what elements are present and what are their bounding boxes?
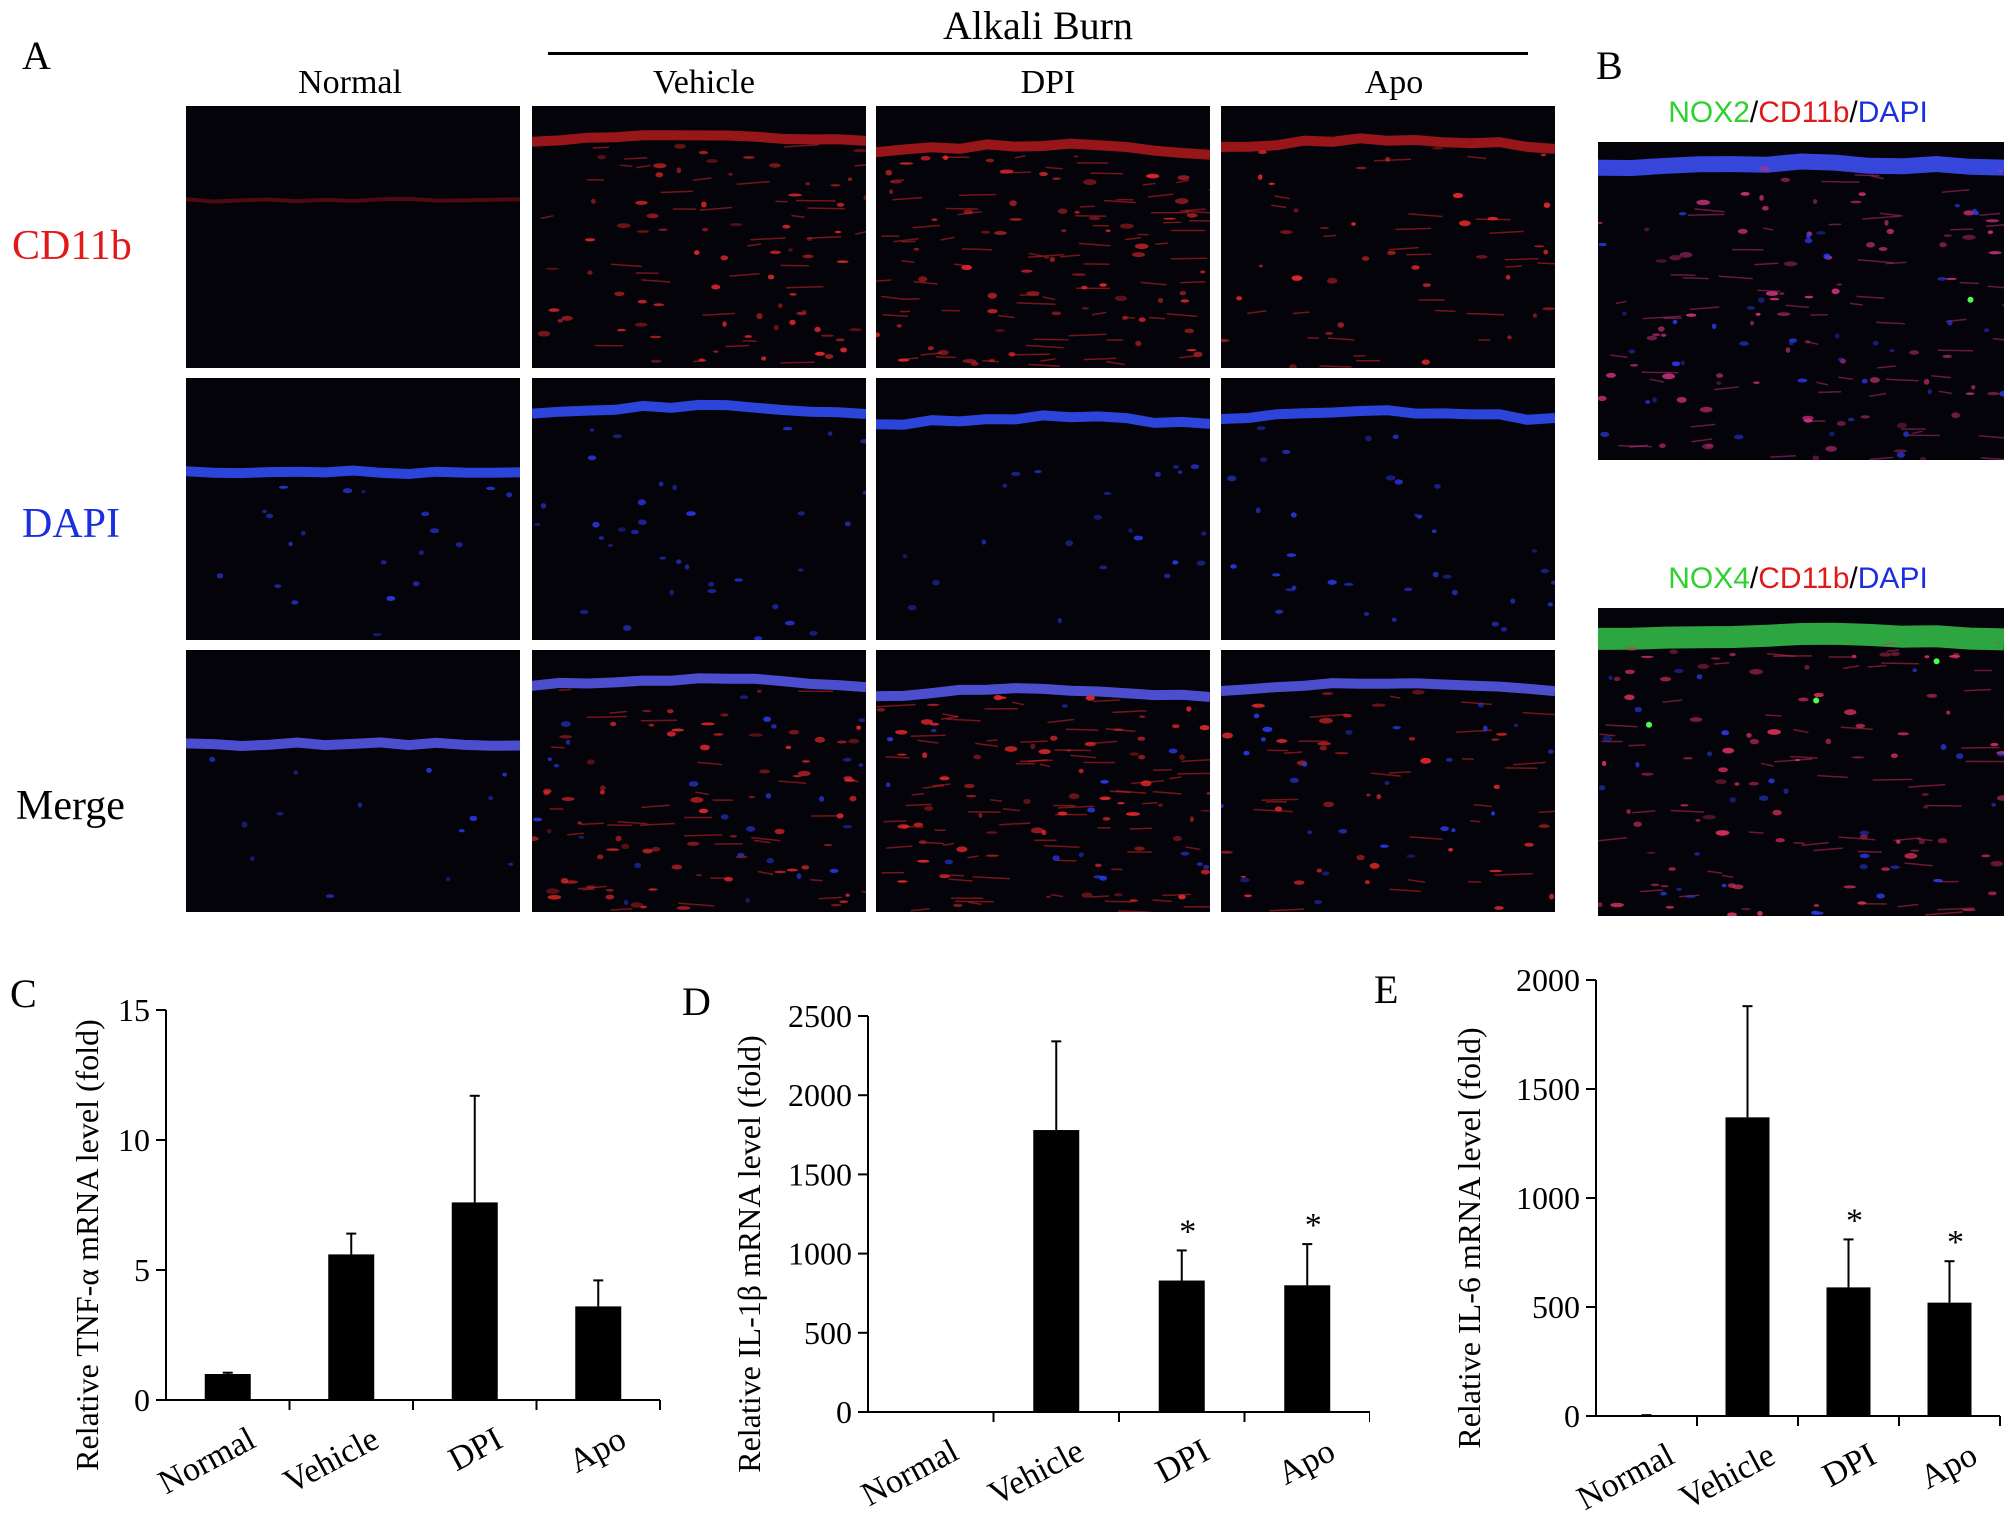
bar-vehicle	[328, 1254, 375, 1400]
y-tick-label: 0	[1564, 1398, 1580, 1434]
alkali-burn-label: Alkali Burn	[943, 3, 1133, 48]
bar-dpi	[1158, 1280, 1205, 1412]
x-tick-label-normal: Normal	[855, 1432, 964, 1513]
chart-il-1beta: 0 500 1000 1500 2000 2500 Normal Vehicle * DPI * Ap…	[731, 998, 1370, 1514]
x-tick-label-vehicle: Vehicle	[278, 1420, 385, 1501]
x-tick-label-apo: Apo	[1272, 1432, 1341, 1492]
y-tick-label: 1500	[788, 1156, 852, 1192]
y-tick-label: 0	[134, 1382, 150, 1418]
x-tick-label-dpi: DPI	[1817, 1436, 1883, 1494]
y-axis-label: Relative TNF-α mRNA level (fold)	[69, 1019, 105, 1471]
bar-normal	[907, 1411, 954, 1413]
bar-dpi	[1826, 1287, 1871, 1416]
micrograph-apo-dapi	[1221, 378, 1555, 640]
micrograph-dpi-merge	[876, 650, 1210, 912]
y-axis-label: Relative IL-6 mRNA level (fold)	[1451, 1027, 1487, 1448]
column-header-vehicle: Vehicle	[653, 64, 755, 101]
x-tick-label-apo: Apo	[563, 1420, 632, 1480]
significance-marker: *	[1179, 1213, 1196, 1250]
x-tick-label-apo: Apo	[1914, 1436, 1983, 1496]
micrograph-vehicle-merge	[532, 650, 866, 912]
panel-letter-b: B	[1596, 43, 1623, 88]
bar-dpi	[451, 1202, 498, 1400]
y-tick-label: 10	[118, 1122, 150, 1158]
micrograph-normal-dapi	[186, 378, 520, 640]
micrograph-vehicle-dapi	[532, 378, 866, 640]
micrograph-normal-merge	[186, 650, 520, 912]
micrograph-apo-merge	[1221, 650, 1555, 912]
y-tick-label: 0	[836, 1394, 852, 1430]
x-tick-label-vehicle: Vehicle	[983, 1432, 1090, 1513]
x-tick-label-vehicle: Vehicle	[1674, 1436, 1781, 1517]
bar-vehicle	[1725, 1117, 1770, 1416]
x-tick-label-normal: Normal	[1571, 1436, 1680, 1517]
y-tick-label: 2000	[788, 1077, 852, 1113]
y-tick-label: 2000	[1516, 962, 1580, 998]
x-tick-label-dpi: DPI	[1150, 1432, 1216, 1490]
micrograph-dpi-cd11b	[876, 106, 1210, 368]
bar-vehicle	[1033, 1130, 1080, 1412]
micrograph-apo-cd11b	[1221, 106, 1555, 368]
significance-marker: *	[1846, 1202, 1863, 1239]
micrograph-vehicle-cd11b	[532, 106, 866, 368]
significance-marker: *	[1947, 1224, 1964, 1261]
column-header-normal: Normal	[298, 64, 402, 101]
bar-normal	[204, 1374, 251, 1400]
panel-letter-a: A	[22, 33, 51, 78]
y-tick-label: 15	[118, 992, 150, 1028]
panel-letter-e: E	[1374, 967, 1399, 1012]
y-tick-label: 1000	[1516, 1180, 1580, 1216]
bar-apo	[1927, 1302, 1972, 1416]
column-header-apo: Apo	[1364, 64, 1424, 101]
significance-marker: *	[1305, 1207, 1322, 1244]
micrograph-nox2-merge	[1598, 142, 2004, 460]
bar-apo	[1284, 1285, 1331, 1412]
panel-letter-c: C	[10, 971, 37, 1016]
alkali-burn-line	[548, 52, 1528, 55]
stain-title-nox2: NOX2/CD11b/DAPI	[1668, 96, 1928, 129]
micrograph-nox4-merge	[1598, 608, 2004, 916]
row-label-cd11b: CD11b	[12, 223, 132, 269]
y-tick-label: 2500	[788, 998, 852, 1034]
y-tick-label: 5	[134, 1252, 150, 1288]
panel-letter-d: D	[682, 979, 711, 1024]
y-tick-label: 1000	[788, 1236, 852, 1272]
column-header-dpi: DPI	[1020, 64, 1076, 101]
stain-title-nox4: NOX4/CD11b/DAPI	[1668, 562, 1928, 595]
row-label-merge: Merge	[16, 783, 125, 829]
bar-apo	[575, 1306, 622, 1400]
y-tick-label: 500	[804, 1315, 852, 1351]
x-tick-label-normal: Normal	[152, 1420, 261, 1501]
y-tick-label: 500	[1532, 1289, 1580, 1325]
y-axis-label: Relative IL-1β mRNA level (fold)	[731, 1035, 767, 1473]
row-label-dapi: DAPI	[22, 501, 121, 547]
y-tick-label: 1500	[1516, 1071, 1580, 1107]
micrograph-dpi-dapi	[876, 378, 1210, 640]
x-tick-label-dpi: DPI	[443, 1420, 509, 1478]
micrograph-normal-cd11b	[186, 106, 520, 368]
chart-tnf-alpha: 0 5 10 15 Normal Vehicle DPI Apo Relative TNF-α …	[69, 992, 661, 1502]
